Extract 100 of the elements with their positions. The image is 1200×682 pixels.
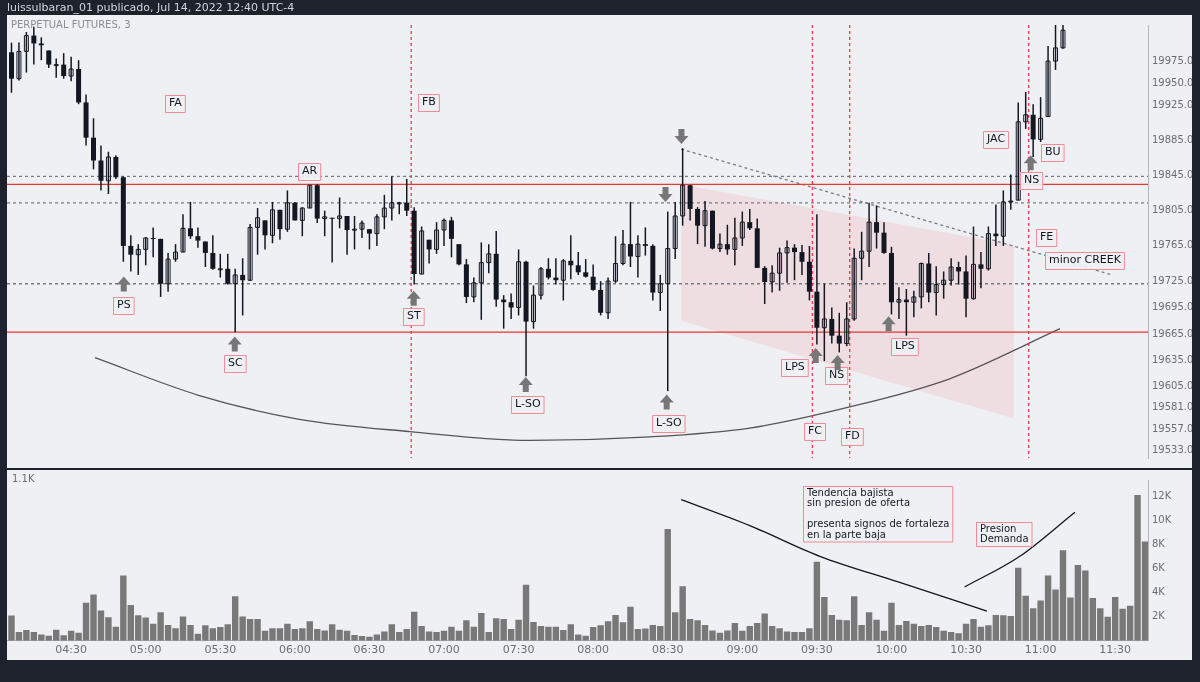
candlestick xyxy=(821,282,827,362)
candlestick xyxy=(448,216,454,259)
candlestick xyxy=(598,280,604,317)
candlestick xyxy=(105,150,111,195)
annotation: JAC xyxy=(986,132,1006,146)
candlestick xyxy=(941,270,947,300)
candlestick xyxy=(627,201,633,268)
annotation: Tendencia bajista sin presion de oferta presenta signos de fortaleza en la parte baja xyxy=(806,486,950,540)
candlestick xyxy=(352,215,358,251)
candlestick xyxy=(284,189,290,233)
annotation: L-SO xyxy=(656,416,682,430)
candlestick xyxy=(269,201,275,245)
candlestick xyxy=(672,201,678,260)
candlestick xyxy=(61,52,67,80)
candlestick xyxy=(255,207,261,256)
annotation: SC xyxy=(228,356,243,370)
candlestick xyxy=(195,226,201,249)
candlestick xyxy=(68,55,74,83)
candlestick xyxy=(985,225,991,272)
candlestick xyxy=(38,36,44,61)
candlestick xyxy=(680,147,686,227)
candlestick xyxy=(948,257,954,287)
annotation: LPS xyxy=(785,360,805,374)
candlestick xyxy=(665,210,671,392)
candlestick xyxy=(516,248,522,317)
candlestick xyxy=(1060,25,1066,50)
x-tick-label: 08:00 xyxy=(577,643,610,657)
candlestick xyxy=(419,225,425,275)
candlestick xyxy=(590,263,596,292)
y-tick-label: 19765.0 xyxy=(1152,239,1194,251)
candlestick xyxy=(322,209,328,237)
candlestick xyxy=(456,243,462,267)
candlestick xyxy=(866,202,872,268)
annotation: minor CREEK xyxy=(1049,253,1122,267)
candlestick xyxy=(874,204,880,250)
y-tick-label: 19805.0 xyxy=(1152,204,1194,216)
candlestick xyxy=(232,268,238,333)
candlestick xyxy=(970,225,976,301)
y-tick-label: 19725.0 xyxy=(1152,274,1194,286)
candlestick xyxy=(329,216,335,264)
candlestick xyxy=(836,312,842,354)
x-tick-label: 10:30 xyxy=(950,643,982,657)
candlestick xyxy=(307,184,313,209)
x-tick-label: 05:00 xyxy=(129,643,162,657)
candlestick xyxy=(732,216,738,267)
candlestick xyxy=(769,264,775,294)
x-tick-label: 09:30 xyxy=(801,643,833,657)
x-tick-label: 04:30 xyxy=(55,643,87,657)
x-tick-label: 11:30 xyxy=(1099,643,1132,657)
annotation: FE xyxy=(1040,230,1054,244)
candlestick xyxy=(560,258,566,302)
candlestick xyxy=(299,206,305,237)
candlestick xyxy=(724,224,730,256)
y-tick-label: 19557.0 xyxy=(1152,422,1194,434)
candlestick xyxy=(247,223,253,282)
candlestick xyxy=(217,253,223,279)
annotation: Presion Demanda xyxy=(980,522,1029,545)
candlestick xyxy=(16,41,22,82)
candlestick xyxy=(98,144,104,192)
annotation: ST xyxy=(407,309,421,323)
candlestick xyxy=(859,231,865,281)
candlestick xyxy=(143,236,149,267)
candlestick xyxy=(1008,173,1014,211)
annotation: L-SO xyxy=(515,397,541,411)
annotation: NS xyxy=(829,368,845,382)
candlestick xyxy=(531,284,536,330)
y-tick-label: 19885.0 xyxy=(1152,133,1194,145)
x-tick-label: 06:00 xyxy=(279,643,311,657)
candlestick xyxy=(1038,96,1044,143)
candlestick xyxy=(471,276,477,303)
candlestick xyxy=(128,234,134,273)
y-tick-label: 6K xyxy=(1152,562,1166,574)
candlestick xyxy=(702,200,708,248)
candlestick xyxy=(568,234,574,281)
candlestick xyxy=(829,306,835,345)
candlestick xyxy=(359,219,365,239)
y-tick-label: 4K xyxy=(1152,586,1166,598)
candlestick xyxy=(978,251,984,289)
annotation: LPS xyxy=(895,339,915,353)
candlestick xyxy=(277,209,283,241)
candlestick xyxy=(165,252,171,293)
candlestick xyxy=(575,251,581,276)
candlestick xyxy=(777,246,783,292)
y-tick-label: 19975.0 xyxy=(1152,54,1194,66)
candlestick xyxy=(642,226,648,257)
candlestick xyxy=(784,239,790,284)
candlestick xyxy=(91,117,97,171)
candlestick xyxy=(583,258,589,279)
candlestick xyxy=(881,221,887,255)
x-tick-label: 07:30 xyxy=(502,643,535,657)
candlestick xyxy=(366,228,372,251)
candlestick xyxy=(180,213,186,253)
candlestick xyxy=(687,184,693,222)
candlestick xyxy=(605,276,611,320)
candlestick xyxy=(1000,189,1006,247)
y-tick-label: 19635.0 xyxy=(1152,353,1194,365)
candlestick xyxy=(1023,91,1029,130)
candlestick xyxy=(851,247,857,322)
candlestick xyxy=(225,253,231,286)
candlestick xyxy=(911,290,917,318)
